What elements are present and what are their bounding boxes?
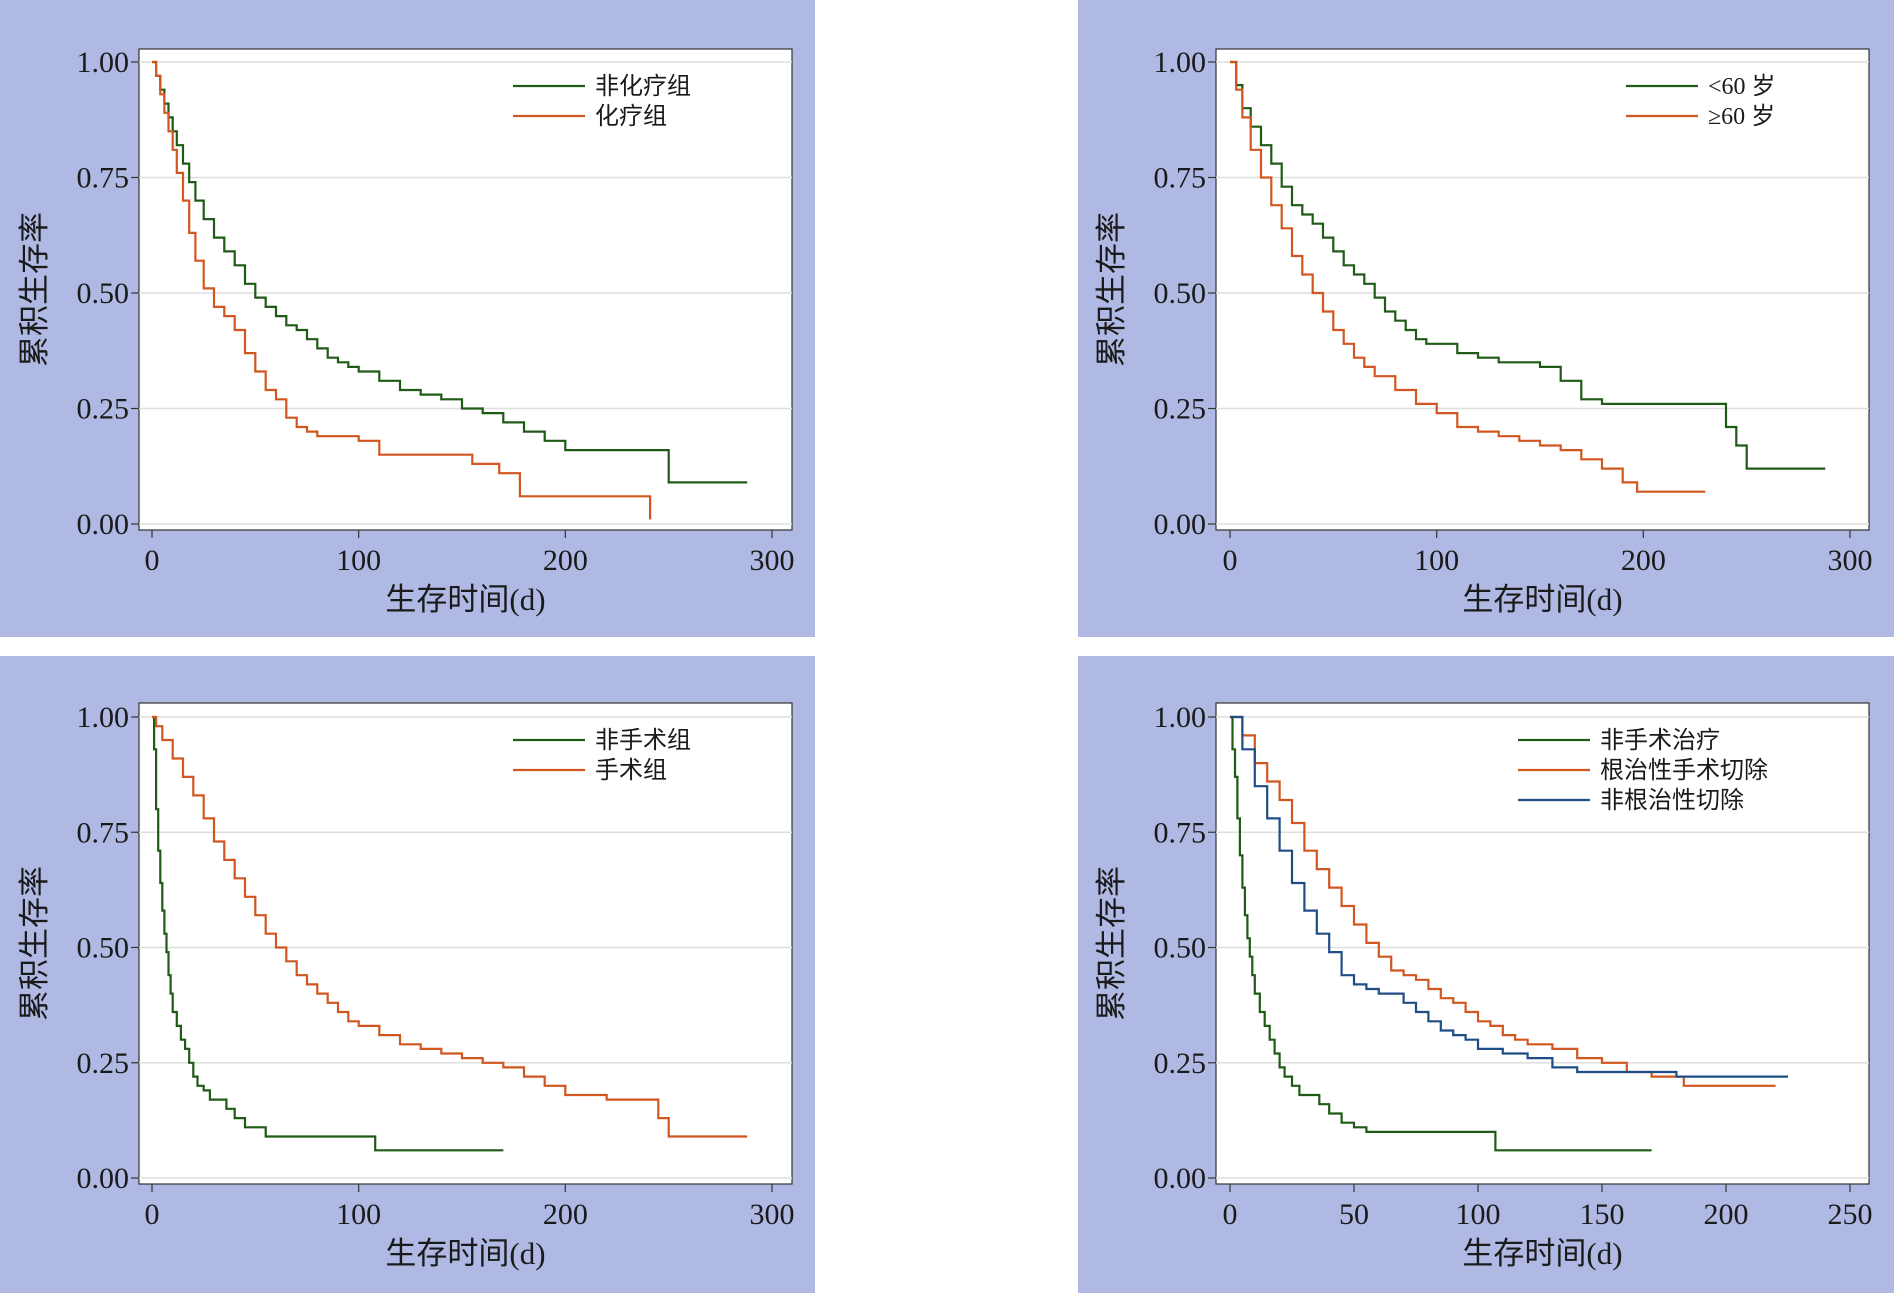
x-tick-label: 0 bbox=[1223, 544, 1238, 577]
x-tick-label: 0 bbox=[145, 544, 160, 577]
y-tick-label: 0.00 bbox=[1154, 1162, 1207, 1195]
x-axis-title: 生存时间(d) bbox=[385, 1236, 545, 1271]
legend-label: 手术组 bbox=[595, 757, 667, 784]
x-tick-label: 50 bbox=[1339, 1198, 1369, 1231]
y-tick-label: 0.75 bbox=[77, 162, 130, 195]
series-line-2 bbox=[152, 715, 748, 1138]
plot-area bbox=[138, 48, 793, 531]
x-tick-label: 200 bbox=[543, 1198, 588, 1231]
y-tick-label: 0.75 bbox=[1154, 162, 1207, 195]
y-tick-label: 0.25 bbox=[77, 393, 130, 426]
x-tick-label: 200 bbox=[1621, 544, 1666, 577]
y-tick-label: 0.50 bbox=[1154, 932, 1207, 965]
series-line-1 bbox=[152, 715, 504, 1152]
x-tick-label: 300 bbox=[1828, 544, 1873, 577]
legend-label: 非化疗组 bbox=[595, 73, 691, 100]
chart-panel-2: 0.00 0.25 0.50 0.75 1.00 0 100 200 300 生存时间(d) 累积生… bbox=[1078, 0, 1894, 637]
legend-label: ≥60 岁 bbox=[1708, 103, 1775, 130]
y-tick-label: 0.75 bbox=[1154, 816, 1207, 849]
x-tick-label: 100 bbox=[1456, 1198, 1501, 1231]
chart-panel-1: 0.00 0.25 0.50 0.75 1.00 0 100 200 300 生存时间(d) 累积生… bbox=[0, 0, 815, 637]
y-tick-label: 0.00 bbox=[77, 508, 130, 541]
x-axis-title: 生存时间(d) bbox=[1462, 1236, 1622, 1271]
x-tick-label: 200 bbox=[543, 544, 588, 577]
y-tick-label: 0.00 bbox=[1154, 508, 1207, 541]
y-tick-label: 0.25 bbox=[77, 1047, 130, 1080]
plot-area bbox=[1215, 48, 1870, 531]
y-tick-label: 0.50 bbox=[1154, 277, 1207, 310]
y-axis-title: 累积生存率 bbox=[17, 866, 52, 1021]
x-tick-label: 300 bbox=[750, 544, 795, 577]
legend-label: <60 岁 bbox=[1708, 73, 1776, 100]
plot-area bbox=[1215, 702, 1870, 1185]
y-tick-label: 1.00 bbox=[1154, 46, 1207, 79]
x-tick-label: 100 bbox=[336, 544, 381, 577]
legend-label: 非手术组 bbox=[595, 727, 691, 754]
legend-label: 根治性手术切除 bbox=[1600, 757, 1768, 784]
series-line-1 bbox=[1230, 715, 1652, 1152]
y-axis-title: 累积生存率 bbox=[1094, 866, 1129, 1021]
chart-panel-3: 0.00 0.25 0.50 0.75 1.00 0 100 200 300 生存时间(d) 累积生… bbox=[0, 656, 815, 1293]
y-tick-label: 1.00 bbox=[77, 701, 130, 734]
y-axis-title: 累积生存率 bbox=[1094, 212, 1129, 367]
x-tick-label: 250 bbox=[1828, 1198, 1873, 1231]
plot-area bbox=[138, 702, 793, 1185]
series-line-2 bbox=[1230, 715, 1776, 1087]
x-tick-label: 100 bbox=[336, 1198, 381, 1231]
y-axis-title: 累积生存率 bbox=[17, 212, 52, 367]
x-tick-label: 100 bbox=[1414, 544, 1459, 577]
legend-label: 非根治性切除 bbox=[1600, 787, 1744, 814]
y-tick-label: 0.50 bbox=[77, 277, 130, 310]
y-tick-label: 0.50 bbox=[77, 932, 130, 965]
legend-label: 化疗组 bbox=[595, 103, 667, 130]
y-tick-label: 0.75 bbox=[77, 816, 130, 849]
series-line-2 bbox=[1230, 60, 1706, 493]
y-tick-label: 1.00 bbox=[1154, 701, 1207, 734]
y-tick-label: 1.00 bbox=[77, 46, 130, 79]
y-tick-label: 0.25 bbox=[1154, 393, 1207, 426]
x-axis-title: 生存时间(d) bbox=[1462, 582, 1622, 617]
series-line-1 bbox=[152, 60, 748, 484]
x-tick-label: 150 bbox=[1580, 1198, 1625, 1231]
y-tick-label: 0.00 bbox=[77, 1162, 130, 1195]
x-tick-label: 200 bbox=[1704, 1198, 1749, 1231]
series-line-2 bbox=[152, 60, 652, 520]
legend-label: 非手术治疗 bbox=[1600, 727, 1720, 754]
chart-panel-4: 0.00 0.25 0.50 0.75 1.00 0 50 100 150 200 250 生存时间(… bbox=[1078, 656, 1894, 1293]
series-line-3 bbox=[1230, 715, 1788, 1078]
series-line-1 bbox=[1230, 60, 1826, 470]
x-axis-title: 生存时间(d) bbox=[385, 582, 545, 617]
y-tick-label: 0.25 bbox=[1154, 1047, 1207, 1080]
x-tick-label: 0 bbox=[1223, 1198, 1238, 1231]
x-tick-label: 0 bbox=[145, 1198, 160, 1231]
x-tick-label: 300 bbox=[750, 1198, 795, 1231]
